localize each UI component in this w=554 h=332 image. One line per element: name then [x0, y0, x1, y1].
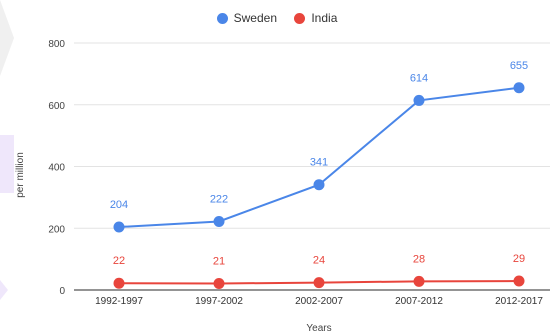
data-label-sweden: 614: [410, 72, 428, 84]
data-label-sweden: 341: [310, 157, 328, 169]
data-point-sweden: [313, 179, 325, 191]
x-tick-label: 1997-2002: [195, 296, 243, 307]
y-tick-label: 600: [48, 101, 65, 112]
x-tick-label: 2012-2017: [495, 296, 543, 307]
data-point-india: [313, 277, 325, 289]
data-label-india: 24: [313, 255, 325, 267]
legend-swatch-sweden: [216, 12, 228, 24]
data-label-sweden: 204: [110, 199, 128, 211]
x-tick-label: 1992-1997: [95, 296, 143, 307]
y-tick-label: 800: [48, 39, 65, 50]
decorative-background-shape: [0, 135, 14, 193]
data-point-india: [213, 278, 225, 290]
data-point-sweden: [513, 82, 525, 94]
legend-item-sweden[interactable]: Sweden: [216, 11, 277, 25]
decorative-background-shape: [0, 280, 8, 300]
data-point-india: [413, 275, 425, 287]
x-axis-label: Years: [306, 323, 331, 332]
data-label-india: 28: [413, 253, 425, 265]
data-point-sweden: [113, 221, 125, 233]
legend-label-india: India: [311, 11, 338, 25]
data-point-sweden: [213, 215, 225, 227]
x-tick-label: 2002-2007: [295, 296, 343, 307]
chart-legend: Sweden India: [0, 11, 554, 27]
data-label-sweden: 222: [210, 193, 228, 205]
y-axis-label: per million: [15, 152, 26, 198]
legend-label-sweden: Sweden: [233, 11, 277, 25]
x-tick-label: 2007-2012: [395, 296, 443, 307]
data-label-india: 22: [113, 255, 125, 267]
y-tick-label: 400: [48, 163, 65, 174]
decorative-background-shape: [0, 0, 14, 76]
data-point-india: [113, 277, 125, 289]
y-tick-label: 0: [59, 286, 65, 297]
data-point-india: [513, 275, 525, 287]
data-label-india: 21: [213, 256, 225, 268]
data-label-india: 29: [513, 253, 525, 265]
y-tick-label: 200: [48, 224, 65, 235]
legend-swatch-india: [294, 12, 306, 24]
legend-item-india[interactable]: India: [294, 11, 337, 25]
data-label-sweden: 655: [510, 60, 528, 72]
data-point-sweden: [413, 94, 425, 106]
